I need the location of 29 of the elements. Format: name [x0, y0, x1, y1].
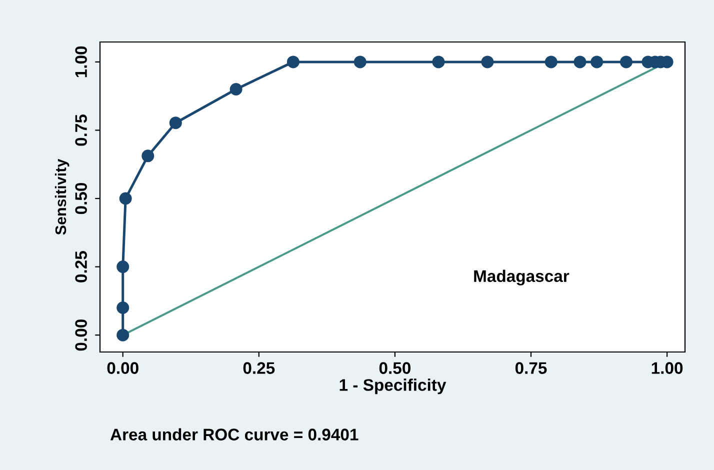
- y-tick-label: 0.00: [75, 320, 87, 351]
- text: Area under ROC curve = 0.9401: [110, 428, 358, 440]
- point: [116, 302, 130, 314]
- x-tick-label: 0.50: [379, 362, 410, 374]
- point: [142, 150, 154, 162]
- point: [230, 83, 242, 96]
- point: [544, 56, 558, 68]
- point: [116, 260, 130, 274]
- point: [590, 56, 604, 68]
- point: [620, 56, 632, 68]
- point: [481, 56, 494, 68]
- point: [354, 56, 366, 68]
- point: [574, 56, 586, 68]
- point: [116, 328, 130, 342]
- y-tick-label: 0.75: [75, 114, 87, 146]
- x-tick-label: 0.25: [243, 362, 275, 374]
- y-tick-label: 1.00: [75, 46, 87, 78]
- y-tick-label: 0.25: [75, 251, 87, 282]
- point: [432, 56, 445, 68]
- x-tick-label: 1.00: [652, 362, 683, 374]
- point: [119, 192, 132, 205]
- y-tick-label: 0.50: [75, 182, 87, 214]
- x-axis-title: 1 - Specificity: [340, 378, 446, 394]
- point: [169, 116, 182, 130]
- x-tick-label: 0.75: [515, 362, 547, 374]
- x-tick-label: 0.00: [107, 362, 138, 374]
- point: [286, 56, 300, 68]
- annotation: Madagascar: [474, 270, 570, 286]
- y-axis-title: Sensitivity: [54, 158, 70, 235]
